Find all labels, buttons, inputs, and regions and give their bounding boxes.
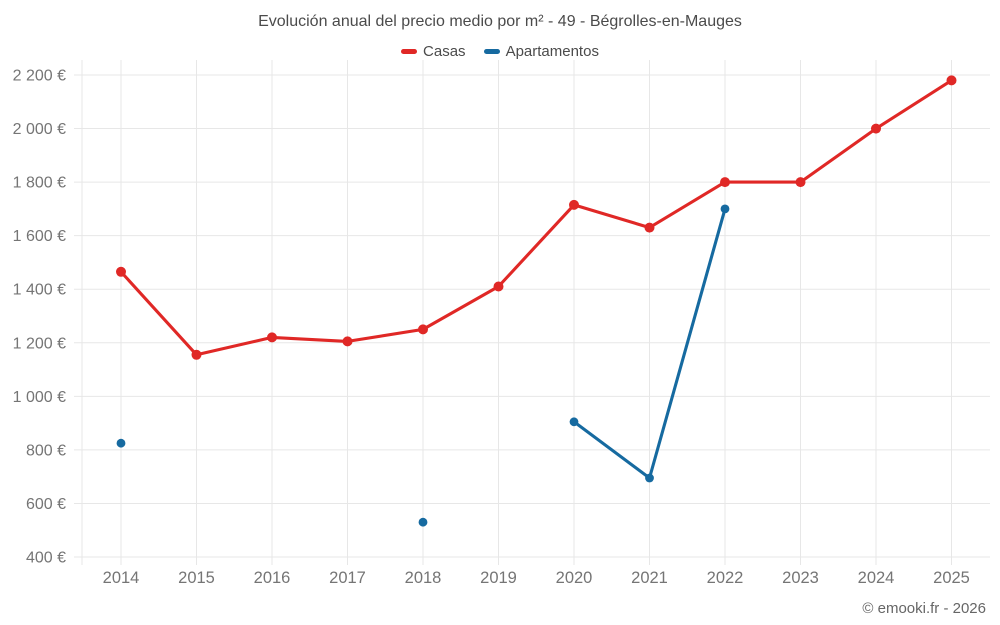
apartamentos-point-2021[interactable] bbox=[645, 473, 654, 483]
x-tick-label: 2023 bbox=[782, 569, 819, 587]
x-tick-label: 2016 bbox=[254, 569, 291, 587]
legend-item-apartamentos[interactable]: Apartamentos bbox=[483, 43, 599, 60]
casas-point-2018[interactable] bbox=[418, 324, 428, 335]
legend-swatch-apartamentos bbox=[483, 49, 500, 54]
legend: Casas Apartamentos bbox=[0, 43, 1000, 60]
y-tick-label: 1 800 € bbox=[13, 175, 66, 192]
casas-point-2019[interactable] bbox=[493, 281, 504, 292]
x-tick-label: 2017 bbox=[329, 569, 366, 587]
apartamentos-point-2014[interactable] bbox=[116, 438, 126, 448]
casas-point-2024[interactable] bbox=[871, 123, 881, 134]
x-tick-label: 2014 bbox=[103, 569, 140, 587]
y-tick-label: 2 000 € bbox=[13, 121, 66, 138]
y-tick-label: 800 € bbox=[26, 442, 66, 459]
casas-point-2023[interactable] bbox=[795, 177, 806, 188]
apartamentos-point-2020[interactable] bbox=[569, 417, 579, 427]
y-tick-label: 1 600 € bbox=[13, 228, 66, 245]
apartamentos-point-2018[interactable] bbox=[418, 517, 428, 527]
legend-swatch-casas bbox=[401, 49, 418, 54]
casas-point-2022[interactable] bbox=[720, 177, 730, 188]
x-tick-label: 2020 bbox=[556, 569, 593, 587]
y-tick-label: 400 € bbox=[26, 550, 66, 567]
y-tick-label: 600 € bbox=[26, 496, 66, 513]
apartamentos-point-2022[interactable] bbox=[720, 204, 730, 214]
x-tick-label: 2015 bbox=[178, 569, 215, 587]
x-tick-label: 2024 bbox=[858, 569, 895, 587]
chart-title: Evolución anual del precio medio por m² … bbox=[258, 13, 742, 30]
legend-label: Casas bbox=[423, 43, 466, 60]
casas-point-2017[interactable] bbox=[342, 336, 353, 347]
x-tick-label: 2021 bbox=[631, 569, 668, 587]
y-tick-label: 1 200 € bbox=[13, 335, 66, 352]
y-tick-label: 2 200 € bbox=[13, 68, 66, 85]
casas-point-2015[interactable] bbox=[191, 349, 202, 360]
y-tick-label: 1 000 € bbox=[13, 389, 66, 406]
copyright: © emooki.fr - 2026 bbox=[862, 600, 986, 617]
casas-line bbox=[119, 78, 954, 357]
legend-label: Apartamentos bbox=[505, 43, 599, 60]
legend-item-casas[interactable]: Casas bbox=[401, 43, 466, 60]
x-tick-label: 2022 bbox=[707, 569, 744, 587]
y-tick-label: 1 400 € bbox=[13, 282, 66, 299]
casas-point-2021[interactable] bbox=[644, 222, 655, 233]
x-tick-label: 2018 bbox=[405, 569, 442, 587]
casas-point-2025[interactable] bbox=[946, 75, 957, 86]
x-tick-label: 2025 bbox=[933, 569, 970, 587]
casas-point-2016[interactable] bbox=[267, 332, 277, 343]
casas-point-2020[interactable] bbox=[569, 199, 579, 210]
casas-point-2014[interactable] bbox=[116, 266, 126, 277]
x-tick-label: 2019 bbox=[480, 569, 517, 587]
